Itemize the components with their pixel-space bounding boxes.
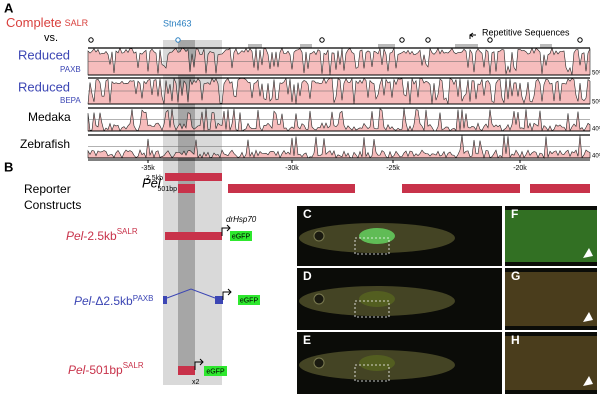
construct-bar: [215, 296, 223, 304]
photos: C D E F G H: [297, 206, 597, 394]
panel-label: C: [303, 207, 312, 221]
construct-bar: [178, 366, 195, 375]
track-scale: 40%: [592, 127, 600, 133]
egfp-box: [238, 295, 260, 305]
copies-label: x2: [192, 379, 200, 386]
arrowhead: [583, 248, 593, 258]
panel-label: B: [4, 159, 13, 174]
egfp-box: [204, 366, 227, 376]
panel-label: H: [511, 333, 520, 347]
tracks: 50% 50% 40% 40% -35k -30k -25k -20k: [87, 37, 600, 172]
conservation-profile: [87, 135, 591, 160]
axis-tick-label: -30k: [285, 165, 299, 172]
promoter-label: drHsp70: [226, 215, 257, 224]
locus-bar: [530, 184, 590, 193]
fish-eye: [313, 293, 325, 305]
locus-bars: [165, 173, 590, 193]
egfp-label: eGFP: [240, 297, 259, 304]
repeat-bar: [540, 44, 552, 48]
zoom-tissue: [505, 336, 597, 390]
locus-bar: [228, 184, 355, 193]
promoter-arrow: [221, 224, 231, 236]
marker-label: Stn463: [163, 18, 192, 28]
locus-bar: [402, 184, 520, 193]
fish-eye: [313, 357, 325, 369]
vs-label: vs.: [44, 32, 58, 44]
reduced-label: Reduced: [18, 47, 70, 62]
locus-gene: Pel: [142, 175, 162, 190]
legend-arrow: [469, 32, 476, 39]
legend-label: Repetitive Sequences: [482, 27, 570, 37]
repeat-bar: [300, 44, 312, 48]
gfp-glow: [359, 291, 395, 307]
repeat-marker: [175, 37, 181, 43]
locus-bar: [165, 173, 222, 181]
promoter-arrow: [194, 358, 204, 370]
zoom-tissue: [505, 210, 597, 262]
egfp-label: eGFP: [206, 368, 225, 375]
repeat-marker: [425, 37, 431, 43]
axis-tick-label: -20k: [513, 165, 527, 172]
egfp-box: [230, 231, 252, 241]
reduced-sub: BEPA: [60, 96, 81, 105]
medaka-label: Medaka: [28, 110, 71, 124]
zoom-box: [354, 237, 390, 255]
gfp-glow: [359, 355, 395, 371]
repeat-bar: [378, 44, 395, 48]
repeat-marker: [487, 37, 493, 43]
locus-long: 2.5kb: [146, 175, 163, 182]
repeat-bar: [248, 44, 262, 48]
locus-bar: [178, 184, 195, 193]
track-scale: 50%: [592, 71, 600, 77]
deletion-line: [166, 288, 216, 299]
repeat-marker: [399, 37, 405, 43]
promoter-arrow: [222, 288, 232, 300]
construct-label: Pel-2.5kbSALR: [66, 227, 138, 243]
construct-bar: [163, 296, 167, 304]
complete-label: Complete SALR: [6, 15, 89, 30]
egfp-label: eGFP: [232, 233, 251, 240]
track-scale: 40%: [592, 154, 600, 160]
axis-tick-label: -25k: [386, 165, 400, 172]
repeat-marker: [319, 37, 325, 43]
zoom-box: [354, 364, 390, 382]
locus-short: 501bp: [158, 186, 178, 193]
arrowhead: [583, 312, 593, 322]
construct-label: Pel-501bpSALR: [68, 361, 144, 377]
heading: Constructs: [24, 198, 81, 212]
panel-label: G: [511, 269, 520, 283]
construct-bar: [165, 232, 222, 240]
heading: Reporter: [24, 182, 71, 196]
arrowhead: [583, 376, 593, 386]
repeat-marker: [88, 37, 94, 43]
fish-eye: [313, 230, 325, 242]
construct-label: Pel-Δ2.5kbPAXB: [74, 294, 153, 308]
zoom-box: [354, 300, 390, 318]
track-scale: 50%: [592, 100, 600, 106]
zebrafish-label: Zebrafish: [20, 137, 70, 151]
reduced-sub: PAXB: [60, 65, 81, 74]
panel-label: A: [4, 0, 14, 15]
zoom-tissue: [505, 272, 597, 326]
gfp-glow: [359, 228, 395, 244]
reduced-label: Reduced: [18, 79, 70, 94]
panel-label: D: [303, 269, 312, 283]
panel-label: E: [303, 333, 311, 347]
repeat-bar: [455, 44, 478, 48]
panel-label: F: [511, 207, 518, 221]
repeat-marker: [577, 37, 583, 43]
axis-tick-label: -35k: [141, 165, 155, 172]
